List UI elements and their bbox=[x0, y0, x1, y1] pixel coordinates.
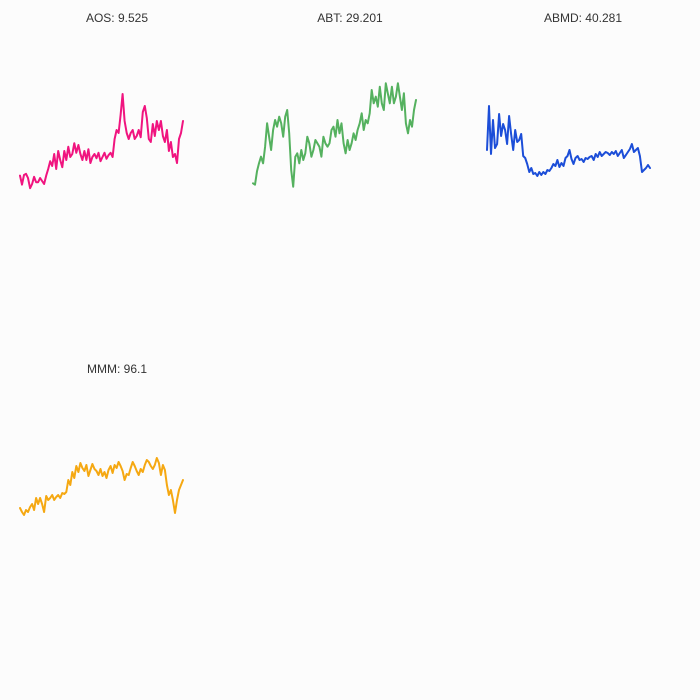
panel-mmm: MMM: 96.1 bbox=[19, 362, 184, 516]
series-line-abt bbox=[252, 82, 417, 188]
series-line-mmm bbox=[19, 457, 184, 516]
panel-title-aos: AOS: 9.525 bbox=[86, 11, 148, 25]
panel-abt: ABT: 29.201 bbox=[252, 11, 417, 188]
panel-title-abmd: ABMD: 40.281 bbox=[544, 11, 622, 25]
panel-aos: AOS: 9.525 bbox=[19, 11, 184, 190]
series-line-aos bbox=[19, 93, 184, 190]
panel-title-mmm: MMM: 96.1 bbox=[87, 362, 147, 376]
series-line-abmd bbox=[486, 105, 651, 177]
panel-abmd: ABMD: 40.281 bbox=[486, 11, 651, 177]
panel-title-abt: ABT: 29.201 bbox=[317, 11, 383, 25]
